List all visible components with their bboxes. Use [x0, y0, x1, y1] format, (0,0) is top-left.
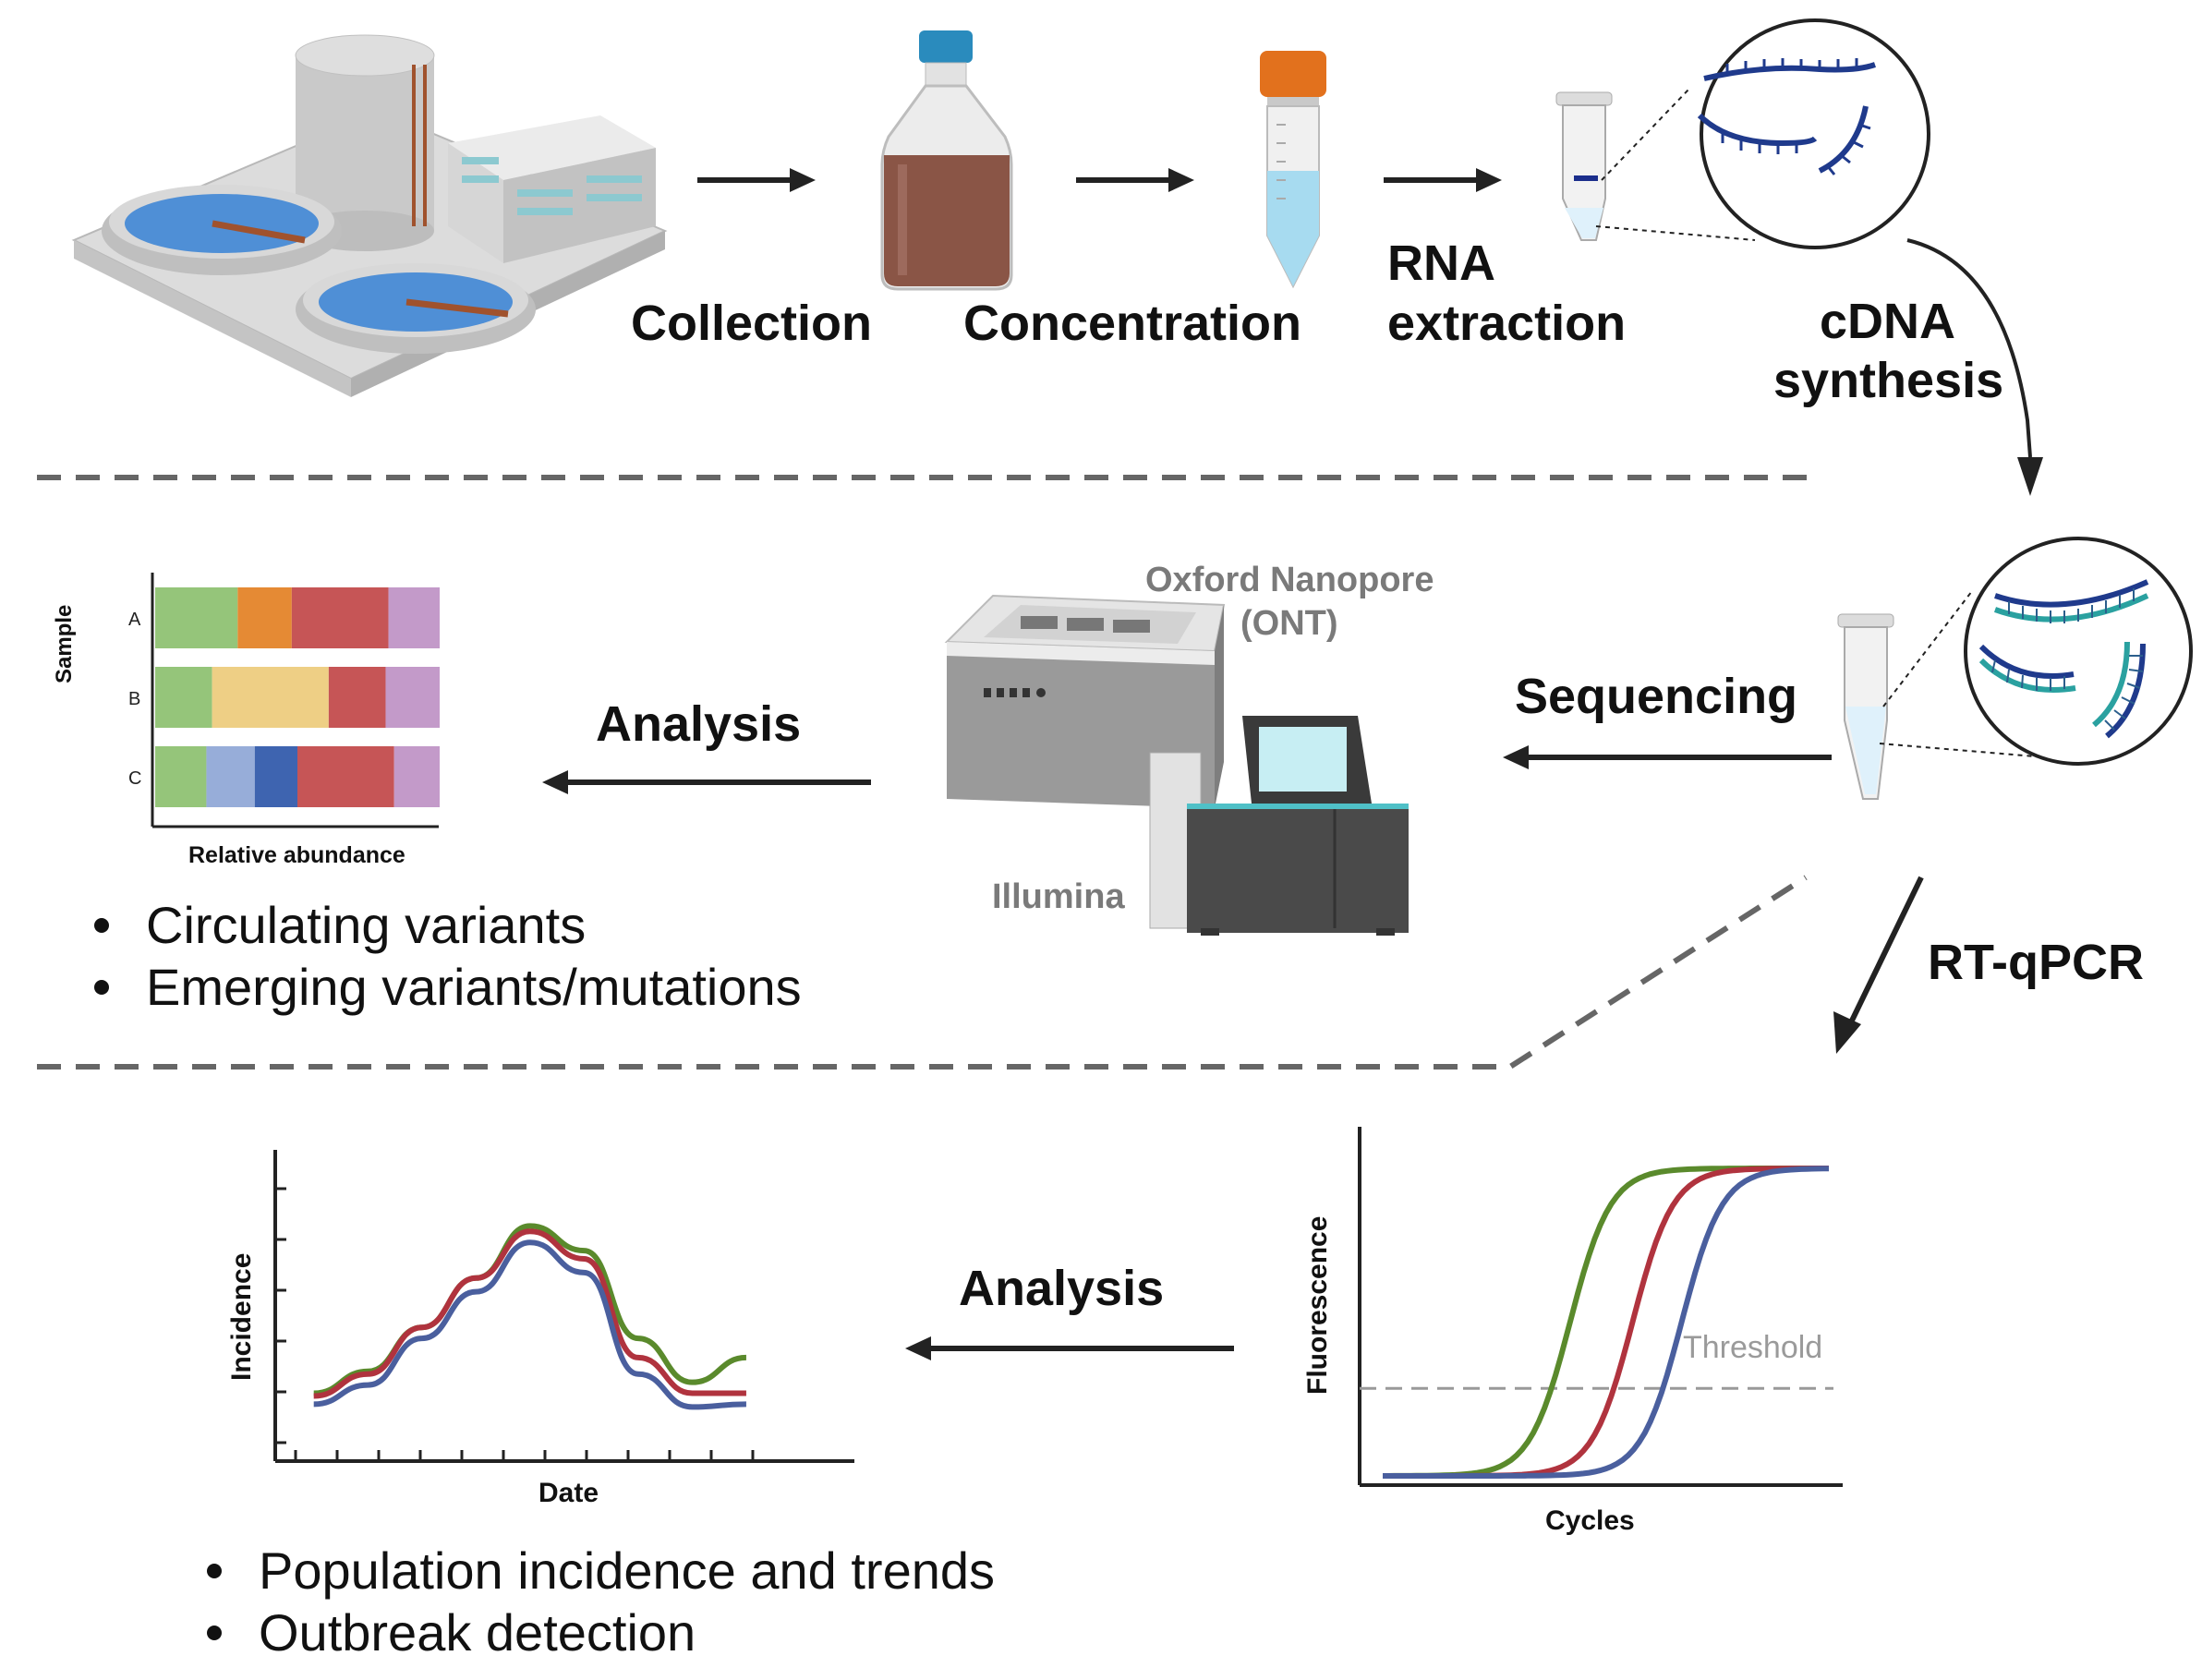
- step-cdna-label-line2: synthesis: [1773, 353, 2004, 408]
- list-item: Population incidence and trends: [200, 1540, 995, 1601]
- amplification-curve: [1383, 1166, 1830, 1479]
- cdna-microtube-icon: [1837, 537, 2193, 800]
- step-rna-extraction-label-line2: extraction: [1387, 296, 1627, 351]
- step-concentration-label: Concentration: [963, 296, 1302, 351]
- bar-segment: [297, 746, 394, 807]
- bar-segment: [393, 746, 440, 807]
- arrow-right-icon: [1076, 168, 1194, 192]
- bar-segment: [328, 667, 386, 728]
- qpcr-outcomes-list: Population incidence and trends Outbreak…: [200, 1540, 995, 1663]
- relative-abundance-chart: A B C: [128, 573, 440, 828]
- bar-segment: [385, 667, 440, 728]
- bar-segment: [206, 746, 255, 807]
- bar-segment: [155, 587, 238, 648]
- ont-label-line2: (ONT): [1240, 604, 1338, 643]
- step-rna-extraction-label-line1: RNA: [1387, 236, 1495, 291]
- qpcr-amplification-chart: [1358, 1127, 1843, 1487]
- stacked-chart-xlabel: Relative abundance: [188, 842, 405, 868]
- qpcr-chart-ylabel: Fluorescence: [1302, 1215, 1333, 1395]
- step-rtqpcr-label: RT-qPCR: [1928, 935, 2144, 990]
- incidence-chart-xlabel: Date: [538, 1478, 599, 1508]
- bar-segment: [155, 667, 212, 728]
- series-line: [313, 1228, 746, 1399]
- sequencing-outcomes-list: Circulating variants Emerging variants/m…: [87, 894, 802, 1018]
- step-sequencing-label: Sequencing: [1515, 669, 1798, 724]
- threshold-label: Threshold: [1683, 1330, 1823, 1365]
- category-tick-label: C: [128, 768, 141, 789]
- arrow-down-left-icon: [1833, 876, 1924, 1054]
- step-analysis-sequencing-label: Analysis: [596, 696, 802, 752]
- incidence-chart-ylabel: Incidence: [226, 1252, 257, 1381]
- incidence-line-chart: [273, 1150, 854, 1463]
- list-item: Circulating variants: [87, 894, 802, 956]
- arrow-left-icon: [1503, 745, 1832, 769]
- illumina-label: Illumina: [992, 877, 1125, 916]
- arrow-left-icon: [542, 770, 871, 794]
- section-divider-bottom: [37, 875, 1808, 1070]
- stacked-chart-ylabel: Sample: [52, 604, 77, 683]
- bar-segment: [291, 587, 389, 648]
- bar-segment: [237, 587, 292, 648]
- series-line: [313, 1239, 746, 1410]
- arrow-right-icon: [697, 168, 816, 192]
- bar-segment: [254, 746, 297, 807]
- amplification-curve: [1383, 1166, 1829, 1479]
- category-tick-label: A: [128, 610, 141, 630]
- qpcr-chart-xlabel: Cycles: [1545, 1505, 1635, 1536]
- list-item: Outbreak detection: [200, 1601, 995, 1663]
- arrow-left-icon: [905, 1336, 1234, 1360]
- rna-microtube-icon: [1555, 18, 1930, 249]
- step-collection-label: Collection: [631, 296, 873, 351]
- sample-bottle-icon: [880, 30, 1013, 291]
- wastewater-plant-icon: [71, 34, 668, 397]
- nanopore-sequencer-icon: [944, 594, 1226, 808]
- bar-segment: [212, 667, 329, 728]
- arrow-right-icon: [1384, 168, 1502, 192]
- illumina-sequencer-icon: [1149, 716, 1409, 936]
- bar-segment: [155, 746, 207, 807]
- section-divider-top: [37, 475, 1810, 480]
- falcon-tube-icon: [1260, 51, 1326, 289]
- step-cdna-label-line1: cDNA: [1820, 294, 1956, 349]
- curved-arrow-icon: [1906, 238, 2043, 496]
- bar-segment: [388, 587, 440, 648]
- ont-label-line1: Oxford Nanopore: [1145, 561, 1434, 599]
- list-item: Emerging variants/mutations: [87, 956, 802, 1018]
- step-analysis-qpcr-label: Analysis: [959, 1261, 1165, 1316]
- category-tick-label: B: [128, 689, 140, 709]
